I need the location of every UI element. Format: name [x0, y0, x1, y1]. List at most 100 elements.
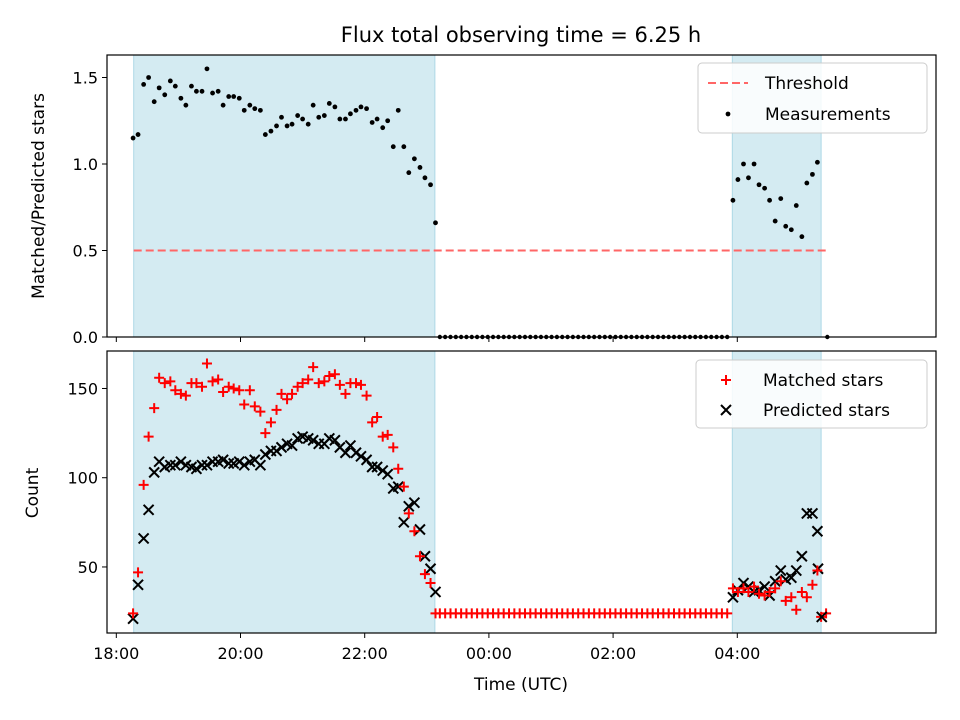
matched-star-marker — [403, 508, 414, 519]
measurement-point — [778, 196, 784, 201]
bottom-legend-box — [695, 359, 928, 429]
predicted-star-marker — [811, 525, 824, 537]
measurement-point — [406, 170, 412, 176]
top-y-tick-label: 0.0 — [73, 328, 98, 347]
matched-star-marker — [351, 378, 362, 389]
x-tick-label: 04:00 — [714, 644, 760, 663]
measurement-point — [130, 135, 136, 141]
matched-star-marker — [334, 379, 345, 390]
measurement-point — [146, 75, 152, 80]
predicted-star-marker — [259, 448, 272, 461]
measurement-point — [172, 83, 178, 89]
matched-star-marker — [180, 390, 191, 401]
predicted-star-marker — [275, 441, 288, 454]
predicted-star-marker — [758, 580, 771, 593]
predicted-star-marker — [360, 454, 373, 466]
measurement-point — [332, 104, 338, 110]
matched-star-marker — [128, 608, 139, 619]
matched-star-marker — [271, 404, 282, 415]
matched-star-marker — [732, 586, 743, 597]
predicted-star-marker — [355, 450, 367, 463]
top-panel: 0.0 0.5 1.0 1.5 Threshold Measurements — [73, 54, 937, 347]
predicted-star-marker — [790, 564, 802, 577]
top-y-tick-label: 0.5 — [73, 241, 98, 260]
bottom-legend: Matched stars Predicted stars — [695, 359, 928, 429]
matched-star-marker — [807, 579, 818, 590]
measurement-point — [241, 107, 247, 113]
measurement-point — [395, 107, 401, 113]
measurement-point — [810, 171, 815, 177]
legend-matched-label: Matched stars — [763, 371, 883, 391]
predicted-star-marker — [223, 457, 235, 470]
measurement-point — [772, 218, 778, 224]
predicted-star-marker — [238, 459, 250, 471]
matched-star-marker — [754, 588, 765, 599]
predicted-star-marker — [137, 532, 150, 545]
measurement-point — [141, 82, 147, 87]
measurement-point — [735, 177, 741, 182]
predicted-star-marker — [254, 459, 267, 471]
measurement-point — [364, 106, 369, 112]
measurement-point — [741, 161, 746, 167]
measurement-point — [358, 104, 364, 110]
bottom-y-tick-label: 100 — [67, 469, 98, 488]
bottom-plot-frame — [106, 350, 937, 634]
measurement-point — [369, 120, 375, 125]
measurement-point — [305, 121, 311, 127]
measurement-point — [199, 88, 205, 94]
predicted-star-marker — [796, 550, 808, 562]
predicted-star-marker — [196, 459, 208, 471]
matched-star-marker — [786, 592, 797, 603]
measurement-point — [756, 182, 762, 188]
matched-star-marker — [796, 586, 807, 597]
measurement-point — [767, 197, 772, 203]
matched-star-marker — [770, 583, 781, 594]
measurement-point — [226, 94, 232, 99]
predicted-star-marker — [169, 459, 182, 471]
predicted-star-marker — [132, 579, 144, 591]
x-tick-label: 22:00 — [342, 644, 388, 663]
predicted-star-marker — [775, 564, 787, 577]
x-tick-label: 18:00 — [93, 644, 139, 663]
measurement-point — [422, 175, 428, 181]
predicted-star-marker — [366, 461, 378, 473]
matched-star-marker — [244, 385, 255, 396]
matched-star-marker — [430, 608, 441, 619]
matched-star-marker — [812, 565, 823, 576]
predicted-star-marker — [769, 575, 781, 587]
matched-star-marker — [239, 399, 250, 410]
matched-star-marker — [154, 372, 165, 383]
matched-star-marker — [223, 381, 234, 392]
chart-title: Flux total observing time = 6.25 h — [341, 23, 701, 47]
matched-star-marker — [409, 526, 420, 537]
predicted-star-marker — [806, 507, 819, 520]
matched-star-marker — [218, 387, 229, 398]
matched-star-marker — [419, 569, 430, 580]
predicted-star-marker — [816, 611, 828, 623]
matched-star-marker — [170, 385, 181, 396]
measurement-point — [428, 182, 433, 188]
predicted-star-marker — [381, 468, 394, 480]
x-tick-label: 00:00 — [466, 644, 512, 663]
predicted-star-marker — [148, 466, 160, 479]
top-y-tick-label: 1.0 — [73, 155, 98, 174]
predicted-star-marker — [339, 447, 352, 459]
bottom-y-tick-label: 150 — [67, 379, 98, 398]
measurement-point — [289, 121, 295, 127]
measurement-point — [204, 66, 210, 72]
legend-matched-swatch — [721, 375, 731, 385]
matched-star-marker — [260, 428, 271, 439]
measurement-point — [257, 107, 263, 113]
measurement-point — [411, 156, 417, 162]
matched-star-marker — [255, 406, 266, 417]
measurement-point — [183, 102, 189, 108]
matched-star-marker — [340, 388, 351, 399]
matched-star-marker — [159, 378, 170, 389]
measurement-point — [135, 132, 141, 137]
measurement-point — [210, 90, 215, 96]
matched-star-marker — [388, 442, 399, 453]
bottom-y-axis-label: Count — [23, 467, 43, 518]
matched-star-marker — [313, 378, 324, 389]
measurement-point — [268, 128, 274, 134]
